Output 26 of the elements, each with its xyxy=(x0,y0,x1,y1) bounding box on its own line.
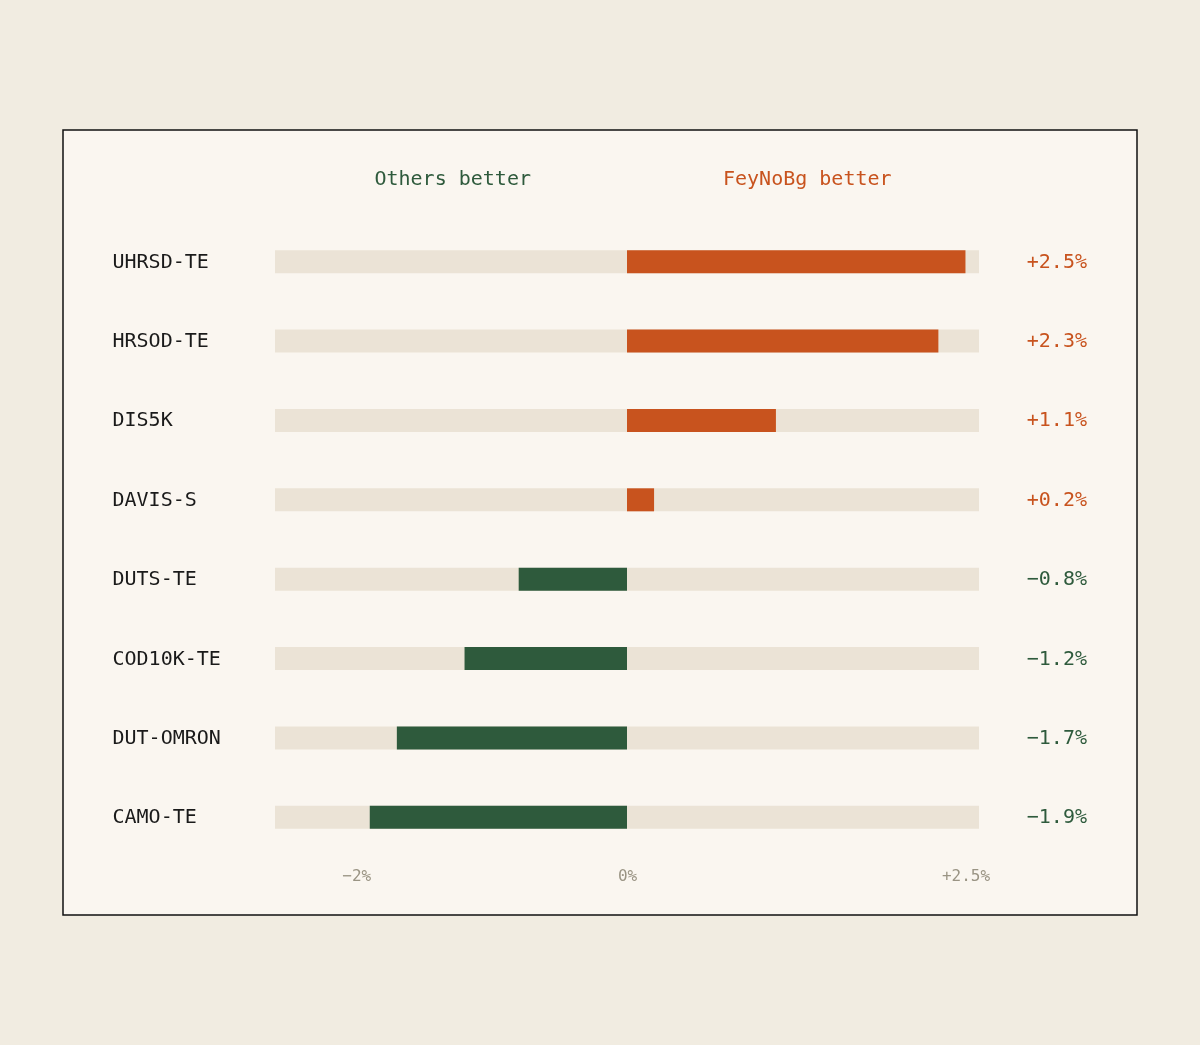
y-tick-label: DUT-OMRON xyxy=(112,724,221,749)
bar xyxy=(627,408,776,432)
text: FeyNoBg better xyxy=(723,166,892,190)
data-label: −1.2% xyxy=(1026,645,1087,670)
x-tick-label: 0% xyxy=(617,865,638,885)
y-tick-label: UHRSD-TE xyxy=(112,248,209,273)
y-tick-label: DAVIS-S xyxy=(112,486,197,511)
data-label: −0.8% xyxy=(1026,566,1087,591)
bar xyxy=(396,726,627,750)
y-tick-label: DIS5K xyxy=(112,407,173,432)
y-tick-label: HRSOD-TE xyxy=(112,328,209,353)
data-label: +2.5% xyxy=(1026,248,1087,273)
y-tick-label: CAMO-TE xyxy=(112,804,197,829)
data-label: −1.7% xyxy=(1026,724,1087,749)
text: Others better xyxy=(374,166,531,190)
data-label: +2.3% xyxy=(1026,328,1087,353)
bar xyxy=(518,567,627,591)
data-label: +0.2% xyxy=(1026,486,1087,511)
x-tick-label: +2.5% xyxy=(941,865,991,885)
y-tick-label: COD10K-TE xyxy=(112,645,221,670)
data-label: −1.9% xyxy=(1026,804,1087,829)
bar xyxy=(464,647,627,671)
x-tick-label: −2% xyxy=(342,865,372,885)
bar xyxy=(627,488,655,512)
data-label: +1.1% xyxy=(1026,407,1087,432)
y-tick-label: DUTS-TE xyxy=(112,566,197,591)
